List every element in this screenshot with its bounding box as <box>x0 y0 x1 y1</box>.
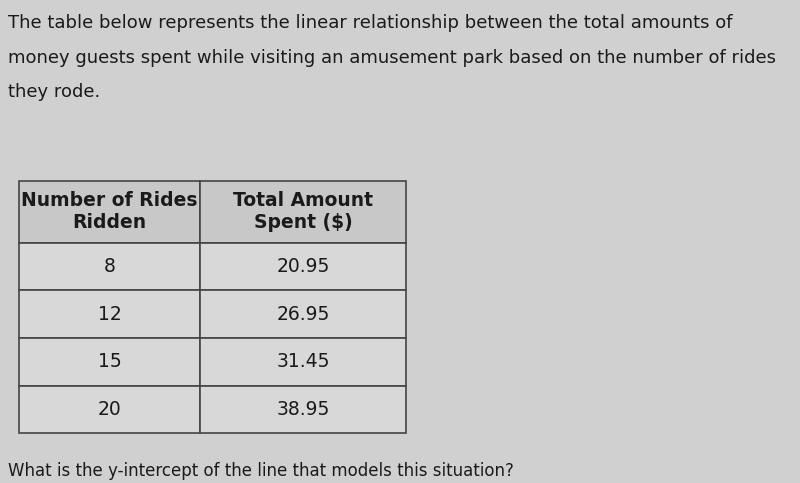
Text: money guests spent while visiting an amusement park based on the number of rides: money guests spent while visiting an amu… <box>8 49 776 67</box>
FancyBboxPatch shape <box>19 181 200 243</box>
FancyBboxPatch shape <box>19 290 200 338</box>
Text: What is the y-intercept of the line that models this situation?: What is the y-intercept of the line that… <box>8 462 514 480</box>
FancyBboxPatch shape <box>19 243 200 290</box>
FancyBboxPatch shape <box>200 243 406 290</box>
Text: 15: 15 <box>98 353 122 371</box>
FancyBboxPatch shape <box>200 338 406 386</box>
Text: they rode.: they rode. <box>8 83 100 101</box>
Text: 12: 12 <box>98 305 122 324</box>
Text: 26.95: 26.95 <box>276 305 330 324</box>
FancyBboxPatch shape <box>200 181 406 243</box>
Text: Number of Rides
Ridden: Number of Rides Ridden <box>22 191 198 232</box>
FancyBboxPatch shape <box>19 386 200 433</box>
FancyBboxPatch shape <box>19 338 200 386</box>
Text: 20: 20 <box>98 400 122 419</box>
Text: 8: 8 <box>104 257 115 276</box>
Text: Total Amount
Spent ($): Total Amount Spent ($) <box>233 191 373 232</box>
Text: 38.95: 38.95 <box>276 400 330 419</box>
FancyBboxPatch shape <box>200 290 406 338</box>
Text: The table below represents the linear relationship between the total amounts of: The table below represents the linear re… <box>8 14 732 32</box>
FancyBboxPatch shape <box>200 386 406 433</box>
Text: 20.95: 20.95 <box>276 257 330 276</box>
Text: 31.45: 31.45 <box>276 353 330 371</box>
